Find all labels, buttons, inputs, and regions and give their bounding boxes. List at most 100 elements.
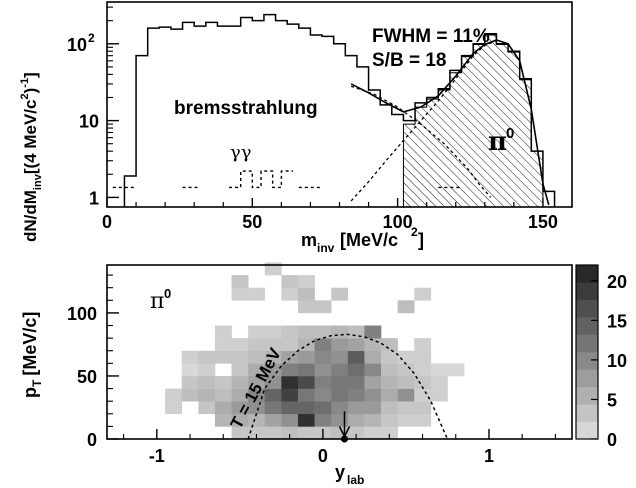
heatmap-cell [214, 388, 232, 402]
heatmap-cell [364, 325, 382, 339]
heatmap-cell [430, 363, 448, 377]
heatmap-cell [397, 300, 415, 314]
bottom-y-tick-label: 50 [77, 367, 97, 387]
top-x-tick-label: 100 [383, 212, 413, 232]
colorbar-swatch [576, 369, 598, 388]
heatmap-cell [281, 426, 299, 440]
heatmap-cell [381, 363, 398, 377]
svg-text:π: π [150, 289, 164, 314]
heatmap-cell [381, 338, 398, 352]
svg-text:y: y [335, 462, 345, 482]
heatmap-cells [165, 262, 465, 440]
heatmap-cell [231, 375, 249, 389]
bottom-y-axis-title: pT[MeV/c] [20, 312, 44, 398]
heatmap-cell [314, 363, 332, 377]
bottom-y-ticks: 0 50 100 [67, 274, 119, 450]
pi0-label-top: π 0 [488, 125, 514, 157]
heatmap-cell [331, 325, 349, 339]
heatmap-cell [381, 401, 398, 415]
bottom-x-tick-label: 1 [484, 446, 494, 466]
gamma-gamma-label: γγ [230, 142, 252, 163]
heatmap-cell [231, 401, 249, 415]
top-x-tick-label: 50 [242, 212, 262, 232]
heatmap-cell [281, 325, 299, 339]
heatmap-cell [314, 413, 332, 427]
heatmap-cell [314, 401, 332, 415]
heatmap-cell [364, 363, 382, 377]
svg-text:π: π [488, 127, 507, 157]
heatmap-cell [248, 363, 266, 377]
heatmap-cell [165, 401, 183, 415]
heatmap-cell [231, 338, 249, 352]
bremsstrahlung-label: bremsstrahlung [174, 98, 318, 119]
heatmap-cell [314, 338, 332, 352]
svg-text:m: m [301, 230, 317, 250]
heatmap-cell [347, 388, 365, 402]
heatmap-cell [381, 350, 398, 364]
heatmap-cell [248, 287, 266, 301]
heatmap-cell [281, 350, 299, 364]
bottom-y-tick-label: 100 [67, 304, 97, 324]
svg-text:lab: lab [347, 473, 364, 487]
heatmap-cell [447, 363, 465, 377]
heatmap-cell [181, 388, 199, 402]
heatmap-cell [264, 325, 282, 339]
colorbar-tick-label: 5 [607, 390, 617, 410]
heatmap-cell [297, 426, 315, 440]
heatmap-cell [331, 287, 349, 301]
heatmap-cell [297, 300, 315, 314]
colorbar-frame [575, 264, 599, 440]
heatmap-cell [414, 375, 432, 389]
heatmap-cell [347, 375, 365, 389]
heatmap-cell [281, 401, 299, 415]
top-y-tick-label: 10 [67, 35, 87, 55]
heatmap-cell [264, 426, 282, 440]
heatmap-cell [347, 338, 365, 352]
heatmap-cell [264, 363, 282, 377]
heatmap-cell [414, 338, 432, 352]
bottom-x-tick-label: -1 [149, 446, 165, 466]
colorbar-tick-label: 20 [607, 272, 627, 292]
top-x-ticks: 0 50 100 150 [102, 198, 573, 232]
heatmap-cell [314, 350, 332, 364]
colorbar-swatch [576, 334, 598, 353]
heatmap-cell [364, 401, 382, 415]
heatmap-cell [198, 363, 216, 377]
heatmap-cell [297, 275, 315, 288]
temperature-curve [247, 333, 449, 440]
heatmap-cell [381, 375, 398, 389]
heatmap-cell [281, 375, 299, 389]
fwhm-annotation: FWHM = 11% [372, 26, 490, 47]
heatmap-cell [397, 375, 415, 389]
heatmap-cell [397, 350, 415, 364]
heatmap-cell [248, 325, 266, 339]
heatmap-cell [314, 388, 332, 402]
colorbar-swatch [576, 386, 598, 405]
svg-text:0: 0 [506, 125, 514, 142]
heatmap-cell [264, 350, 282, 364]
heatmap-cell [364, 413, 382, 427]
heatmap-cell [198, 375, 216, 389]
heatmap-cell [331, 363, 349, 377]
top-y-tick-label: 1 [89, 188, 99, 208]
heatmap-cell [198, 401, 216, 415]
heatmap-cell [364, 375, 382, 389]
heatmap-cell [430, 388, 448, 402]
svg-text:0: 0 [164, 286, 171, 301]
heatmap-cell [397, 388, 415, 402]
heatmap-cell [297, 375, 315, 389]
heatmap-cell [248, 413, 266, 427]
heatmap-cell [297, 338, 315, 352]
heatmap-cell [347, 426, 365, 440]
heatmap-cell [347, 363, 365, 377]
colorbar-swatch [576, 265, 598, 283]
heatmap-cell [198, 350, 216, 364]
top-y-tick-exponent: 2 [88, 31, 95, 45]
heatmap-cell [414, 363, 432, 377]
heatmap-cell [414, 350, 432, 364]
heatmap-cell [347, 401, 365, 415]
heatmap-cell [214, 413, 232, 427]
colorbar-swatch [576, 282, 598, 301]
